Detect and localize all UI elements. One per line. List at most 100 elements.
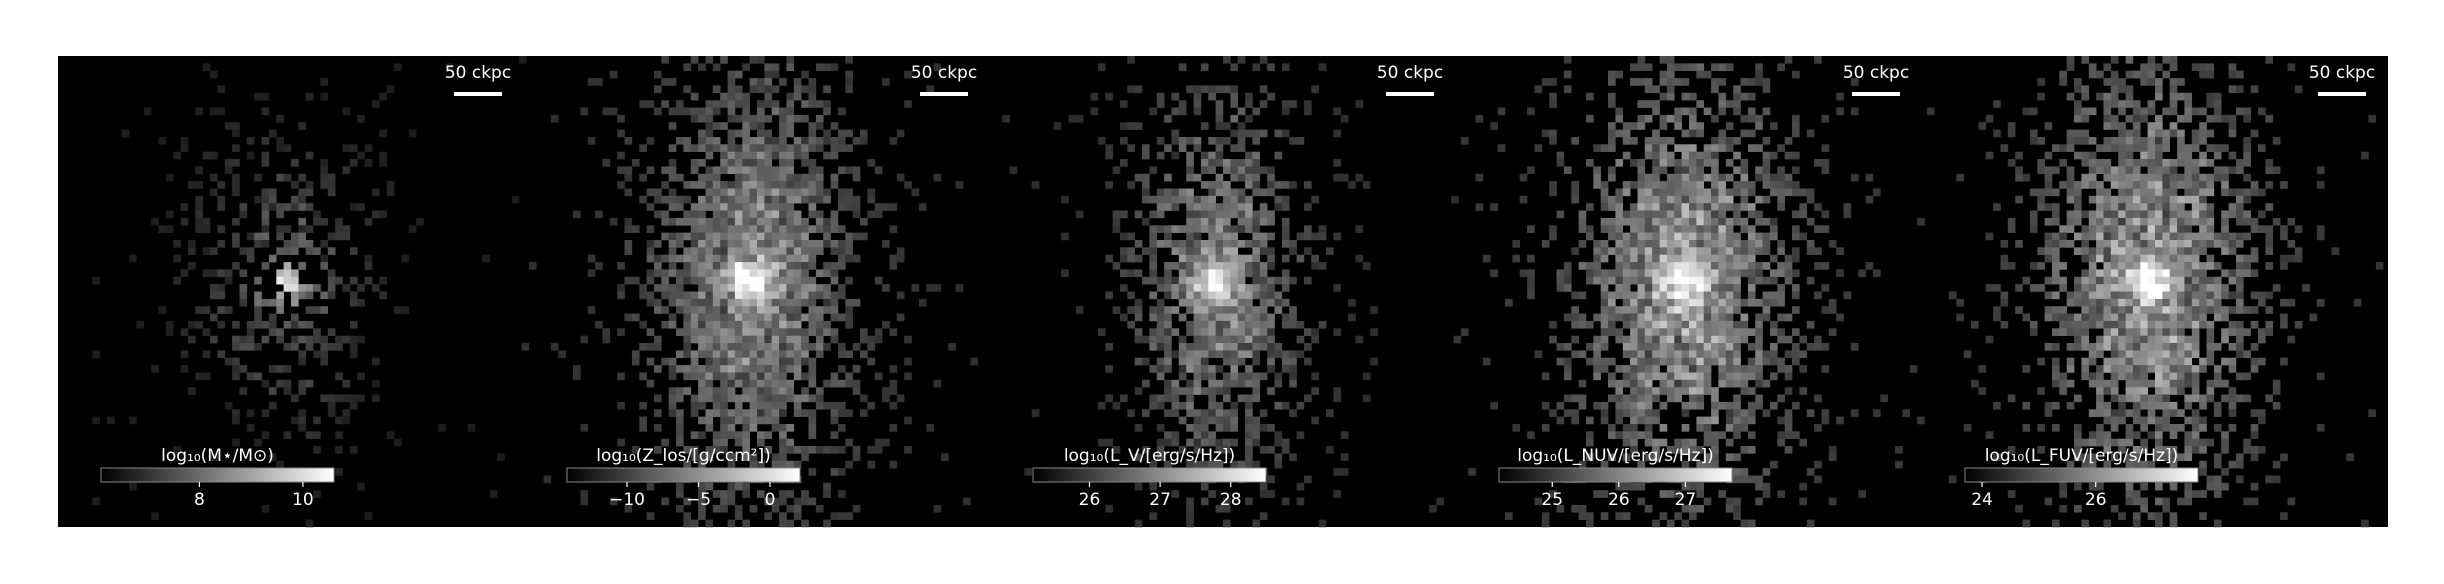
pixel	[268, 387, 277, 395]
pixel	[712, 225, 721, 233]
pixel	[1193, 254, 1202, 263]
pixel	[1149, 482, 1158, 491]
pixel	[2147, 306, 2156, 314]
pixel	[364, 262, 373, 270]
pixel	[276, 276, 284, 285]
pixel	[845, 276, 853, 285]
pixel	[372, 100, 380, 108]
pixel	[1245, 497, 1253, 506]
pixel	[2155, 137, 2163, 145]
pixel	[1689, 357, 1697, 366]
pixel	[2294, 247, 2303, 255]
pixel	[1527, 276, 1535, 285]
pixel	[224, 269, 233, 278]
pixel	[771, 217, 780, 226]
pixel	[764, 328, 773, 336]
pixel	[1659, 122, 1668, 130]
pixel	[580, 424, 589, 432]
pixel	[1593, 144, 1601, 152]
pixel	[2265, 320, 2274, 329]
pixel	[639, 416, 647, 425]
pixel	[712, 387, 721, 395]
pixel	[1164, 114, 1172, 123]
pixel	[1659, 357, 1668, 366]
pixel	[1134, 173, 1143, 182]
pixel	[1799, 210, 1808, 219]
pixel	[727, 203, 736, 211]
pixel	[261, 137, 270, 145]
pixel	[1644, 240, 1653, 248]
pixel	[1186, 394, 1194, 403]
pixel	[2096, 276, 2104, 285]
pixel	[276, 379, 284, 388]
pixel	[2132, 240, 2141, 248]
pixel	[1600, 335, 1609, 344]
pixel	[2316, 372, 2325, 381]
pixel	[1156, 225, 1165, 233]
pixel	[764, 217, 773, 226]
pixel	[2132, 107, 2141, 116]
pixel	[801, 453, 809, 462]
pixel	[1127, 56, 1135, 64]
pixel	[698, 159, 706, 167]
pixel	[1711, 357, 1719, 366]
pixel	[1993, 313, 2001, 322]
pixel	[1696, 210, 1705, 219]
pixel	[2147, 122, 2156, 130]
pixel	[1740, 166, 1749, 175]
pixel	[1792, 151, 1800, 160]
pixel	[2177, 350, 2185, 359]
pixel	[2007, 217, 2016, 226]
pixel	[2236, 269, 2244, 278]
pixel	[2110, 114, 2119, 123]
pixel	[1164, 225, 1172, 233]
pixel	[2125, 188, 2134, 197]
pixel	[276, 365, 284, 373]
colorbar	[1498, 467, 1733, 483]
pixel	[830, 262, 839, 270]
pixel	[1178, 284, 1187, 292]
pixel	[1149, 460, 1158, 469]
pixel	[1689, 195, 1697, 204]
pixel	[786, 394, 795, 403]
pixel	[291, 335, 299, 344]
pixel	[1689, 298, 1697, 307]
pixel	[1333, 387, 1342, 395]
pixel	[1571, 306, 1579, 314]
pixel	[639, 424, 647, 432]
pixel	[2140, 173, 2148, 182]
pixel	[2147, 409, 2156, 417]
pixel	[1512, 254, 1521, 263]
pixel	[1193, 247, 1202, 255]
pixel	[2191, 254, 2200, 263]
pixel	[1733, 512, 1741, 520]
pixel	[1644, 269, 1653, 278]
pixel	[1681, 262, 1690, 270]
pixel	[1711, 159, 1719, 167]
pixel	[734, 129, 743, 138]
pixel	[1696, 372, 1705, 381]
pixel	[690, 298, 699, 307]
pixel	[2037, 446, 2045, 454]
pixel	[2169, 232, 2178, 241]
pixel	[2118, 240, 2126, 248]
pixel	[698, 203, 706, 211]
pixel	[1571, 313, 1579, 322]
pixel	[2162, 350, 2171, 359]
pixel	[372, 357, 380, 366]
pixel	[1245, 446, 1253, 454]
pixel	[1681, 372, 1690, 381]
pixel	[2236, 262, 2244, 270]
pixel	[1711, 313, 1719, 322]
pixel	[2177, 320, 2185, 329]
pixel	[2088, 306, 2097, 314]
pixel	[2199, 291, 2207, 300]
pixel	[1806, 468, 1815, 476]
pixel	[764, 85, 773, 94]
pixel	[1318, 320, 1327, 329]
pixel	[661, 320, 669, 329]
pixel	[1689, 203, 1697, 211]
pixel	[1615, 217, 1624, 226]
pixel	[1340, 114, 1349, 123]
pixel	[2125, 335, 2134, 344]
